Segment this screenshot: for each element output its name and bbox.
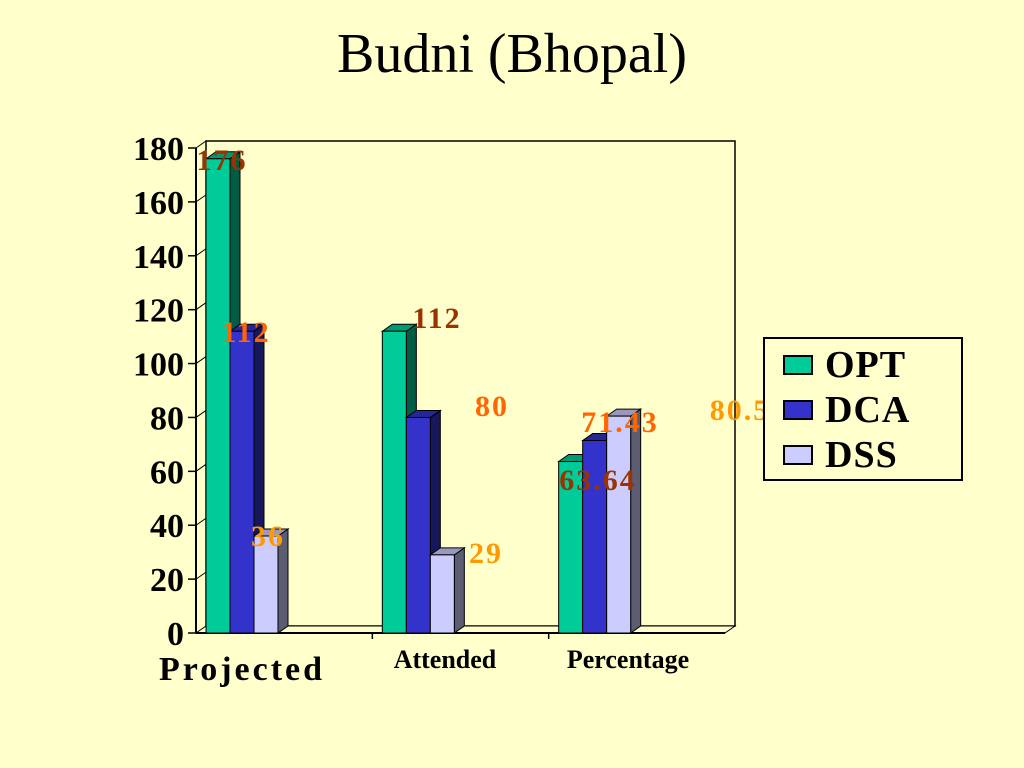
y-tick-label: 40 (150, 508, 184, 545)
data-label-dss: 36 (251, 520, 285, 553)
bar-dss-attended (428, 546, 466, 634)
legend-item-opt: OPT (783, 344, 907, 386)
category-label: Attended (394, 645, 497, 674)
legend: OPT DCA DSS (763, 337, 963, 481)
gridline-depth (195, 356, 207, 364)
category-labels: Projected Attended Percentage (159, 645, 689, 688)
legend-label: DCA (825, 389, 911, 431)
category-label: Projected (159, 651, 325, 688)
data-label-dca: 71.43 (581, 406, 659, 439)
legend-swatch (783, 445, 813, 465)
gridline-depth (195, 194, 207, 203)
chart-title: Budni (Bhopal) (337, 23, 687, 85)
bars (204, 150, 643, 634)
category-label: Percentage (567, 645, 689, 674)
data-label-opt: 176 (197, 144, 248, 177)
data-label-dca: 80 (475, 390, 509, 423)
legend-swatch (783, 400, 813, 420)
y-tick-label: 100 (133, 347, 184, 384)
plot-back-wall (205, 140, 736, 627)
bar-dss-projected (252, 528, 290, 634)
gridline-depth (195, 140, 207, 149)
gridline-depth (195, 571, 207, 580)
gridline-depth (195, 302, 207, 311)
y-tick-label: 160 (133, 185, 184, 222)
data-label-opt: 63.64 (559, 464, 637, 497)
data-label-opt: 112 (412, 302, 461, 335)
y-tick-label: 0 (167, 616, 184, 653)
bar-dss-percentage (605, 408, 643, 634)
legend-label: DSS (825, 434, 898, 476)
gridline-depth (195, 463, 207, 472)
y-tick-label: 80 (150, 400, 184, 437)
axes (188, 140, 737, 639)
gridline-depth (195, 517, 207, 526)
legend-swatch (783, 355, 813, 375)
y-tick-label: 120 (133, 293, 184, 330)
data-label-dss: 29 (469, 537, 503, 570)
y-tick-label: 140 (133, 239, 184, 276)
y-tick-label: 60 (150, 454, 184, 491)
data-labels: 176 112 63.64 112 80 71.43 36 29 80.5 (197, 144, 771, 570)
legend-item-dca: DCA (783, 389, 911, 431)
y-tick-labels: 0 20 40 60 80 100 120 140 160 180 (133, 131, 184, 653)
data-label-dss: 80.5 (710, 394, 771, 427)
y-tick-label: 20 (150, 562, 184, 599)
gridline-depth (195, 248, 207, 257)
legend-label: OPT (825, 344, 907, 386)
legend-item-dss: DSS (783, 434, 898, 476)
data-label-dca: 112 (221, 316, 270, 349)
y-tick-label: 180 (133, 131, 184, 168)
gridline-depth (195, 410, 207, 418)
